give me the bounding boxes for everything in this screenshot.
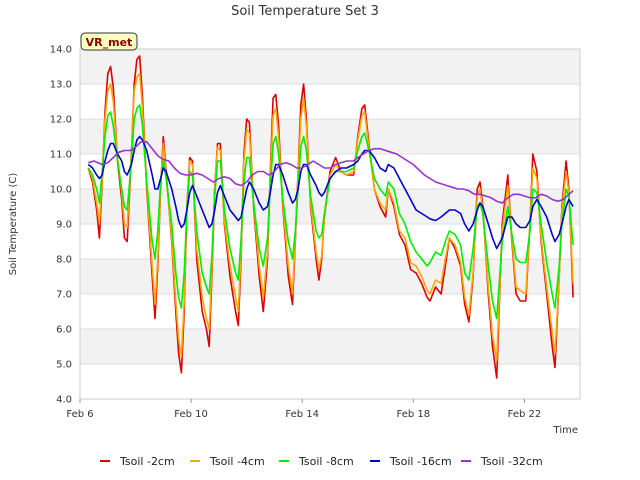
legend-label: Tsoil -8cm: [298, 455, 354, 468]
series-line-tsoil-32cm: [88, 141, 574, 204]
grid-band: [80, 84, 580, 119]
legend-label: Tsoil -16cm: [389, 455, 452, 468]
y-tick-label: 5.0: [56, 360, 72, 371]
series-line-tsoil-16cm: [87, 135, 574, 250]
legend-item: Tsoil -32cm: [461, 455, 543, 468]
series-lines: [87, 55, 574, 379]
vr-met-tag: VR_met: [80, 32, 138, 51]
y-tick-label: 8.0: [56, 255, 72, 266]
legend-label: Tsoil -4cm: [209, 455, 265, 468]
x-tick-label: Feb 10: [174, 409, 208, 420]
legend-item: Tsoil -16cm: [370, 455, 452, 468]
legend-label: Tsoil -32cm: [480, 455, 543, 468]
x-tick-label: Feb 14: [285, 409, 319, 420]
grid-band: [80, 224, 580, 259]
legend-label: Tsoil -2cm: [119, 455, 175, 468]
grid-band: [80, 49, 580, 84]
y-tick-label: 14.0: [50, 45, 72, 56]
y-tick-label: 9.0: [56, 220, 72, 231]
legend: Tsoil -2cm Tsoil -4cm Tsoil -8cm Tsoil -16c…: [100, 455, 543, 468]
y-axis-label: Soil Temperature (C): [8, 173, 19, 276]
x-tick-label: Feb 6: [66, 409, 93, 420]
tag-label: VR_met: [86, 36, 133, 49]
y-tick-label: 11.0: [50, 150, 72, 161]
grid-band: [80, 119, 580, 154]
chart-title: Soil Temperature Set 3: [231, 4, 379, 19]
x-axis: Feb 6 Feb 10 Feb 14 Feb 18 Feb 22: [66, 399, 541, 420]
y-tick-label: 4.0: [56, 395, 72, 406]
y-axis: 4.0 5.0 6.0 7.0 8.0 9.0 10.0 11.0 12.0 13.0 14.0: [50, 45, 72, 406]
x-tick-label: Feb 22: [508, 409, 542, 420]
grid-band: [80, 364, 580, 399]
tag-box: [80, 32, 138, 51]
grid-band: [80, 189, 580, 224]
legend-item: Tsoil -4cm: [190, 455, 265, 468]
plot-background: [80, 49, 580, 399]
series-line-tsoil-4cm: [87, 72, 574, 362]
y-tick-label: 10.0: [50, 185, 72, 196]
x-tick-label: Feb 18: [397, 409, 431, 420]
y-tick-label: 6.0: [56, 325, 72, 336]
legend-item: Tsoil -2cm: [100, 455, 175, 468]
y-tick-label: 7.0: [56, 290, 72, 301]
plot-frame: [79, 48, 581, 400]
y-tick-label: 12.0: [50, 115, 72, 126]
y-tick-label: 13.0: [50, 80, 72, 91]
grid-band: [80, 259, 580, 294]
legend-item: Tsoil -8cm: [279, 455, 354, 468]
x-axis-label: Time: [553, 425, 578, 436]
grid-band: [80, 329, 580, 364]
